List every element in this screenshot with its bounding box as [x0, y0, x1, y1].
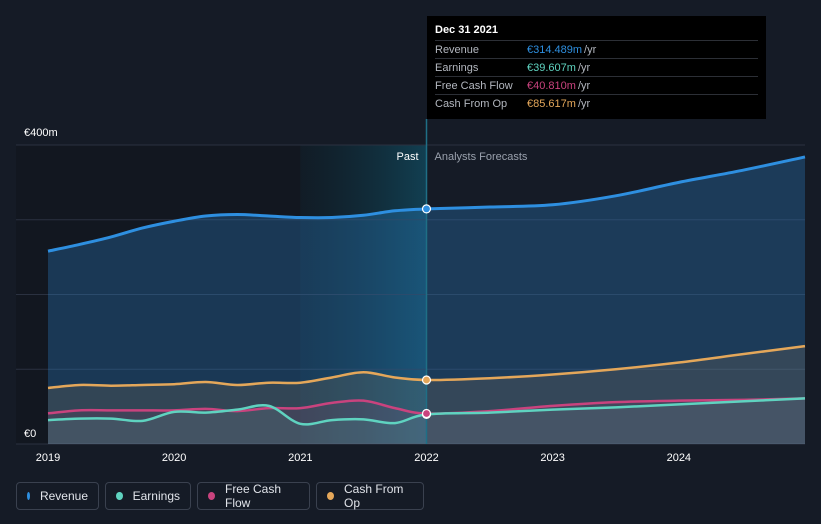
legend-item-free-cash-flow[interactable]: Free Cash Flow	[197, 482, 310, 510]
series-line-revenue	[47, 155, 806, 253]
marker-free-cash-flow	[421, 408, 432, 419]
tooltip-date: Dec 31 2021	[435, 24, 498, 36]
x-tick-label: 2023	[540, 452, 564, 464]
x-tick-label: 2021	[288, 452, 312, 464]
legend-item-revenue[interactable]: Revenue	[16, 482, 99, 510]
tooltip-unit: /yr	[577, 61, 591, 74]
tooltip-unit: /yr	[584, 43, 597, 56]
x-tick-label: 2022	[414, 452, 438, 464]
legend-label: Free Cash Flow	[224, 482, 282, 510]
legend-dot-icon	[27, 492, 30, 500]
legend-dot-icon	[208, 492, 215, 500]
y-tick-label: €400m	[24, 127, 58, 139]
legend-label: Revenue	[39, 489, 88, 503]
tooltip-unit: /yr	[577, 97, 591, 110]
legend-item-cash-from-op[interactable]: Cash From Op	[316, 482, 424, 510]
series-line-cash-from-op	[47, 344, 806, 390]
tooltip-row-earnings: Earnings €39.607m /yr	[435, 58, 758, 76]
legend: Revenue Earnings Free Cash Flow Cash Fro…	[16, 482, 424, 512]
tooltip-label: Revenue	[435, 43, 480, 56]
tooltip-value: €40.810m	[527, 79, 576, 92]
tooltip: Dec 31 2021 Revenue €314.489m /yr Earnin…	[427, 16, 766, 119]
x-tick-label: 2019	[36, 452, 60, 464]
legend-dot-icon	[327, 492, 335, 500]
tooltip-row-cash-from-op: Cash From Op €85.617m /yr	[435, 94, 758, 112]
tooltip-label: Free Cash Flow	[435, 79, 513, 92]
series-line-free-cash-flow	[47, 397, 806, 415]
legend-label: Earnings	[132, 489, 180, 503]
tooltip-label: Earnings	[435, 61, 479, 74]
marker-cash-from-op	[421, 375, 432, 385]
legend-label: Cash From Op	[344, 482, 404, 510]
x-tick-label: 2020	[162, 452, 186, 464]
x-tick-label: 2024	[667, 452, 691, 464]
marker-revenue	[421, 204, 432, 214]
tooltip-value: €314.489m	[527, 43, 583, 56]
tooltip-label: Cash From Op	[435, 97, 508, 110]
tooltip-row-free-cash-flow: Free Cash Flow €40.810m /yr	[435, 76, 758, 94]
tooltip-value: €39.607m	[527, 61, 576, 74]
forecast-label: Analysts Forecasts	[435, 151, 528, 163]
tooltip-unit: /yr	[577, 79, 591, 92]
series-line-earnings	[47, 397, 806, 426]
tooltip-row-revenue: Revenue €314.489m /yr	[435, 40, 758, 58]
legend-item-earnings[interactable]: Earnings	[105, 482, 191, 510]
tooltip-value: €85.617m	[527, 97, 576, 110]
y-tick-label: €0	[24, 428, 36, 440]
past-label: Past	[396, 151, 418, 163]
legend-dot-icon	[116, 492, 123, 500]
